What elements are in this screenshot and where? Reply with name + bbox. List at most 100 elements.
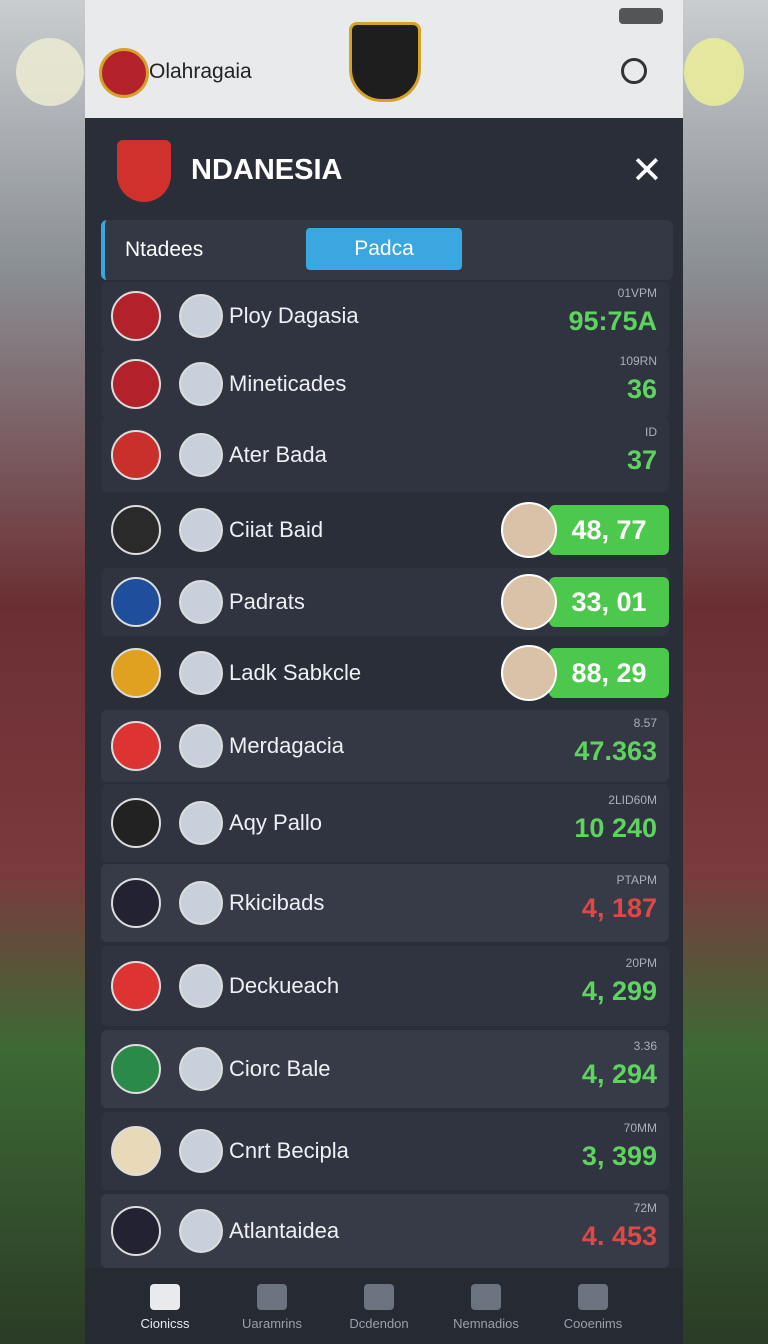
row-score: 37 xyxy=(626,445,657,475)
row-name: Padrats xyxy=(229,589,305,614)
row-score: 4, 187 xyxy=(581,893,657,923)
row-name: Ploy Dagasia xyxy=(229,303,359,328)
row-score: 36 xyxy=(626,374,657,404)
score-badge: 33, 01 xyxy=(549,577,669,627)
player-crest xyxy=(179,1047,223,1091)
row-score: 3, 399 xyxy=(581,1141,657,1171)
search-icon[interactable] xyxy=(621,58,647,84)
team-crest xyxy=(111,961,161,1011)
team-crest xyxy=(111,577,161,627)
app: Olahragaia NDANESIA ✕ Ntadees Padca Ploy… xyxy=(85,0,683,1344)
row-score: 4, 294 xyxy=(581,1059,657,1089)
list-row[interactable]: Ciiat Baid 48, 77 xyxy=(101,494,669,566)
tab[interactable]: Ntadees xyxy=(125,238,204,261)
player-crest xyxy=(179,1129,223,1173)
row-score: 4, 299 xyxy=(581,976,657,1006)
close-button[interactable]: ✕ xyxy=(631,150,663,192)
list-row[interactable]: Deckueach 20PM 4, 299 xyxy=(101,946,669,1026)
player-crest xyxy=(179,801,223,845)
nav-icon[interactable] xyxy=(364,1284,394,1310)
player-crest xyxy=(179,508,223,552)
row-label: 3.36 xyxy=(633,1039,657,1053)
row-name: Cnrt Becipla xyxy=(229,1138,349,1163)
row-label: PTAPM xyxy=(616,873,657,887)
player-photo xyxy=(501,574,557,630)
tab-bar: Ntadees Padca xyxy=(101,220,673,280)
team-crest xyxy=(111,1044,161,1094)
nav-icon[interactable] xyxy=(257,1284,287,1310)
team-crest xyxy=(111,359,161,409)
team-crest xyxy=(111,430,161,480)
row-label: 70MM xyxy=(623,1121,657,1135)
row-score: 95:75A xyxy=(568,306,657,336)
player-crest xyxy=(179,881,223,925)
team-crest xyxy=(111,721,161,771)
row-name: Ciiat Baid xyxy=(229,517,324,542)
player-crest xyxy=(179,294,223,338)
player-crest xyxy=(179,964,223,1008)
player-crest xyxy=(179,362,223,406)
row-label: 2LID60M xyxy=(608,793,657,807)
row-label: 20PM xyxy=(625,956,657,970)
list-row[interactable]: Ladk Sabkcle 88, 29 xyxy=(101,640,669,706)
back-button[interactable] xyxy=(16,38,84,106)
battery xyxy=(619,8,663,24)
team-crest xyxy=(111,798,161,848)
list-row[interactable]: Mineticades 109RN 36 xyxy=(101,350,669,418)
nav-label[interactable]: Dcdendon xyxy=(349,1316,409,1331)
list-row[interactable]: Ploy Dagasia 01VPM 95:75A xyxy=(101,282,669,350)
nav-label[interactable]: Uaramrins xyxy=(242,1316,302,1331)
player-crest xyxy=(179,433,223,477)
row-label: 8.57 xyxy=(633,716,657,730)
side-button[interactable] xyxy=(684,38,744,106)
team-crest xyxy=(111,291,161,341)
row-label: ID xyxy=(645,425,657,439)
row-name: Aqy Pallo xyxy=(229,810,322,835)
row-name: Ater Bada xyxy=(229,442,327,467)
player-crest xyxy=(179,1209,223,1253)
player-crest xyxy=(179,580,223,624)
row-name: Rkicibads xyxy=(229,890,325,915)
list-row[interactable]: Rkicibads PTAPM 4, 187 xyxy=(101,864,669,942)
row-name: Ciorc Bale xyxy=(229,1056,331,1081)
team-crest xyxy=(111,1206,161,1256)
score-badge: 88, 29 xyxy=(549,648,669,698)
center-crest xyxy=(349,22,421,102)
player-photo xyxy=(501,645,557,701)
row-score: 4. 453 xyxy=(581,1221,657,1251)
list-row[interactable]: Padrats 33, 01 xyxy=(101,568,669,636)
list-row[interactable]: Ater Bada ID 37 xyxy=(101,418,669,492)
panel-crest xyxy=(117,140,171,202)
nav-label[interactable]: Cionicss xyxy=(140,1316,190,1331)
row-label: 109RN xyxy=(619,354,657,368)
team-crest xyxy=(111,1126,161,1176)
tab-active[interactable]: Padca xyxy=(306,228,462,270)
logo xyxy=(99,48,149,98)
list-row[interactable]: Merdagacia 8.57 47.363 xyxy=(101,710,669,782)
player-photo xyxy=(501,502,557,558)
nav-label[interactable]: Cooenims xyxy=(563,1316,623,1331)
list-row[interactable]: Ciorc Bale 3.36 4, 294 xyxy=(101,1030,669,1108)
panel-title: NDANESIA xyxy=(191,154,343,186)
row-name: Mineticades xyxy=(229,371,347,396)
list-row[interactable]: Aqy Pallo 2LID60M 10 240 xyxy=(101,784,669,862)
row-name: Deckueach xyxy=(229,973,340,998)
nav-icon[interactable] xyxy=(471,1284,501,1310)
header: Olahragaia xyxy=(85,0,683,118)
nav-label[interactable]: Nemnadios xyxy=(453,1316,519,1331)
nav-icon[interactable] xyxy=(150,1284,180,1310)
row-label: 01VPM xyxy=(617,286,657,300)
list-row[interactable]: Atlantaidea 72M 4. 453 xyxy=(101,1194,669,1268)
row-score: 47.363 xyxy=(574,736,657,766)
list-row[interactable]: Cnrt Becipla 70MM 3, 399 xyxy=(101,1112,669,1190)
team-crest xyxy=(111,878,161,928)
nav-icon[interactable] xyxy=(578,1284,608,1310)
row-label: 72M xyxy=(633,1201,657,1215)
team-crest xyxy=(111,648,161,698)
app-title: Olahragaia xyxy=(149,60,252,83)
team-crest xyxy=(111,505,161,555)
player-crest xyxy=(179,724,223,768)
row-score: 10 240 xyxy=(574,813,657,843)
row-name: Atlantaidea xyxy=(229,1218,340,1243)
